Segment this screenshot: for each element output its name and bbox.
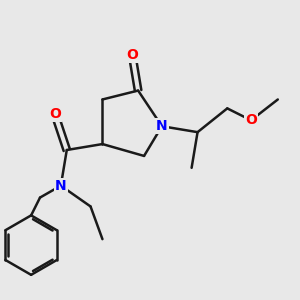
Text: O: O (245, 113, 257, 127)
Text: O: O (126, 48, 138, 62)
Text: N: N (55, 179, 67, 193)
Text: N: N (156, 119, 168, 133)
Text: O: O (49, 107, 61, 121)
